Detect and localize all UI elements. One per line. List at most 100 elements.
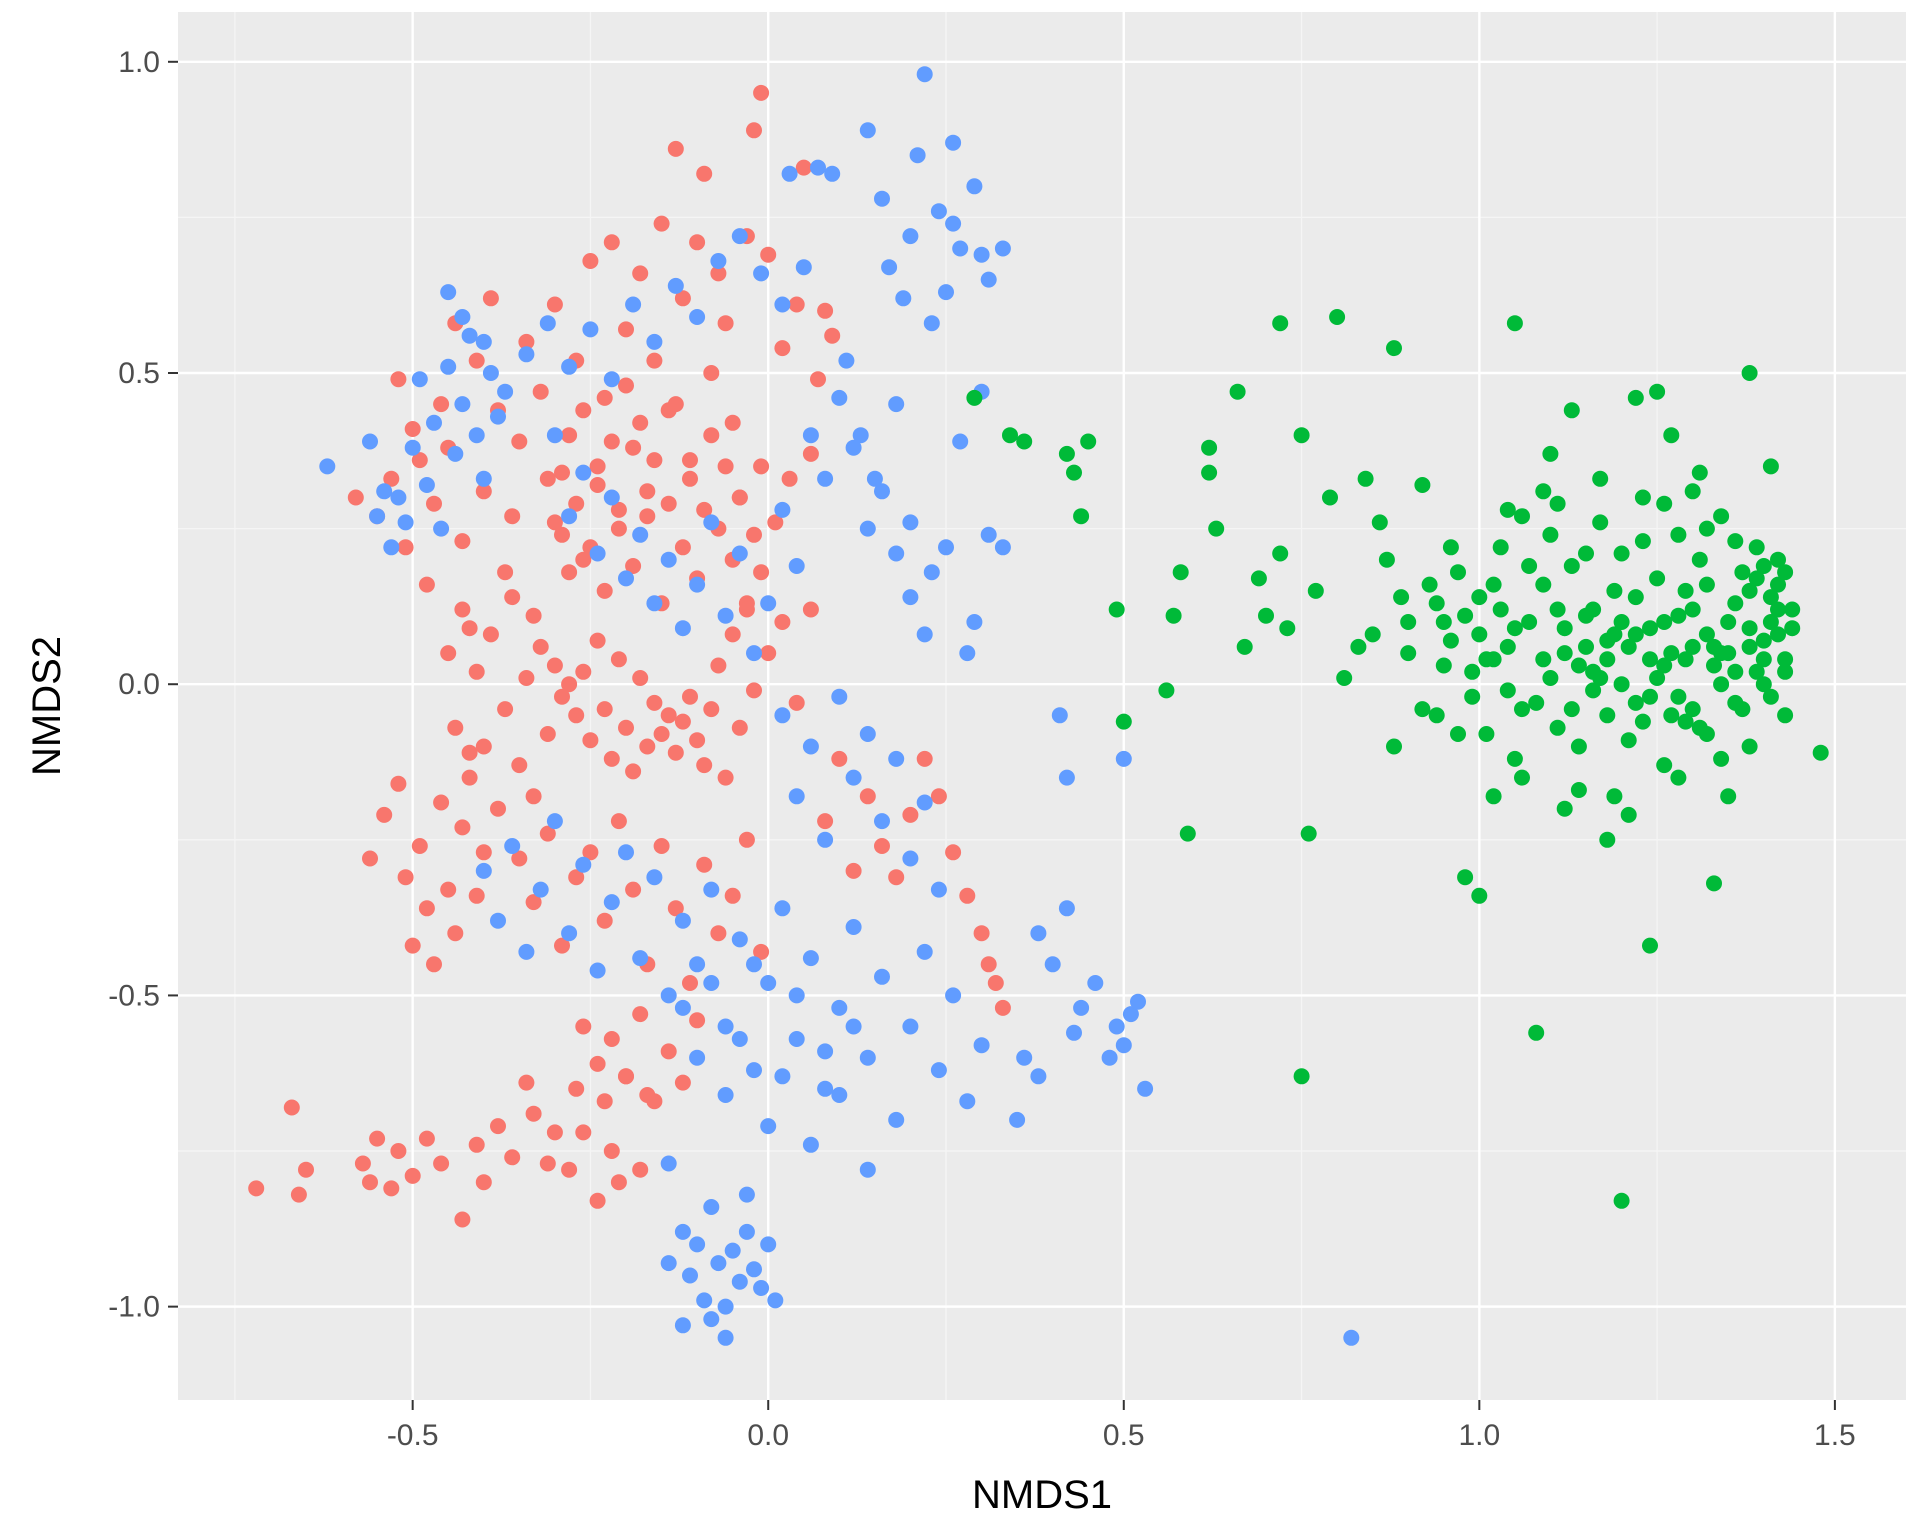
data-point (781, 165, 798, 182)
data-point (1499, 638, 1516, 655)
data-point (682, 1267, 698, 1284)
data-point (696, 757, 713, 774)
data-point (902, 589, 919, 606)
data-point (1506, 315, 1523, 332)
data-point (674, 1223, 691, 1240)
data-point (1357, 470, 1374, 487)
data-point (461, 769, 478, 786)
data-point (888, 750, 905, 767)
data-point (1570, 738, 1587, 755)
data-point (1272, 315, 1289, 332)
data-point (1606, 582, 1623, 599)
data-point (1549, 719, 1566, 736)
data-point (781, 470, 798, 487)
data-point (717, 1298, 734, 1315)
data-point (966, 178, 983, 195)
data-point (390, 775, 407, 792)
data-point (817, 302, 834, 319)
data-point (1698, 576, 1715, 593)
data-point (1108, 601, 1125, 618)
data-point (418, 576, 435, 593)
data-point (1592, 670, 1609, 686)
data-point (610, 1174, 627, 1191)
data-point (1542, 670, 1559, 686)
data-point (717, 458, 734, 475)
data-point (546, 813, 563, 830)
data-point (1073, 508, 1090, 525)
data-point (1549, 495, 1566, 512)
data-point (1414, 477, 1431, 493)
data-point (518, 1074, 535, 1091)
data-point (1208, 520, 1225, 537)
data-point (447, 925, 464, 942)
data-point (362, 1174, 378, 1191)
data-point (1684, 483, 1701, 500)
data-point (1613, 1192, 1630, 1209)
data-point (1293, 427, 1310, 444)
data-point (746, 645, 762, 662)
data-point (845, 862, 862, 879)
data-point (859, 1049, 876, 1066)
data-point (497, 564, 514, 581)
data-point (1727, 533, 1744, 550)
data-point (532, 881, 549, 898)
data-point (575, 1124, 592, 1141)
data-point (731, 719, 748, 736)
data-point (1542, 526, 1559, 543)
data-point (852, 427, 869, 444)
data-point (1478, 651, 1495, 668)
data-point (952, 433, 969, 450)
data-point (667, 744, 684, 761)
data-point (1179, 825, 1196, 842)
data-point (1620, 806, 1637, 823)
data-point (959, 887, 976, 904)
data-point (660, 987, 677, 1004)
data-point (454, 309, 471, 325)
data-point (632, 414, 649, 431)
data-point (1627, 694, 1644, 711)
data-point (596, 389, 613, 406)
data-point (845, 919, 862, 935)
data-point (539, 1155, 556, 1172)
data-point (1812, 744, 1829, 761)
data-point (490, 408, 506, 425)
data-point (703, 881, 720, 898)
data-point (390, 371, 407, 388)
data-point (1435, 657, 1452, 674)
data-point (1478, 726, 1495, 742)
data-point (1570, 657, 1587, 674)
data-point (724, 626, 741, 643)
data-point (746, 682, 762, 699)
data-point (660, 707, 677, 724)
data-point (1122, 1006, 1139, 1023)
y-tick-label: -1.0 (108, 1291, 160, 1324)
data-point (874, 483, 890, 500)
data-point (703, 701, 720, 718)
data-point (426, 956, 442, 973)
data-point (475, 333, 492, 350)
data-point (753, 265, 770, 282)
data-point (859, 122, 876, 139)
data-point (1549, 601, 1566, 618)
data-point (1378, 551, 1395, 568)
data-point (760, 1236, 777, 1253)
data-point (980, 526, 997, 543)
data-point (589, 962, 606, 979)
data-point (831, 1087, 848, 1103)
data-point (1343, 1329, 1360, 1346)
data-point (760, 645, 777, 662)
data-point (632, 526, 649, 543)
data-point (475, 738, 492, 755)
data-point (504, 838, 521, 854)
data-point (418, 477, 435, 493)
data-point (461, 327, 478, 344)
data-point (746, 1062, 762, 1079)
data-point (1649, 670, 1666, 686)
data-point (1777, 663, 1794, 680)
data-point (717, 315, 734, 332)
data-point (1684, 638, 1701, 655)
data-point (802, 601, 819, 618)
data-point (603, 1143, 620, 1159)
data-point (760, 595, 777, 612)
data-point (1435, 614, 1452, 630)
